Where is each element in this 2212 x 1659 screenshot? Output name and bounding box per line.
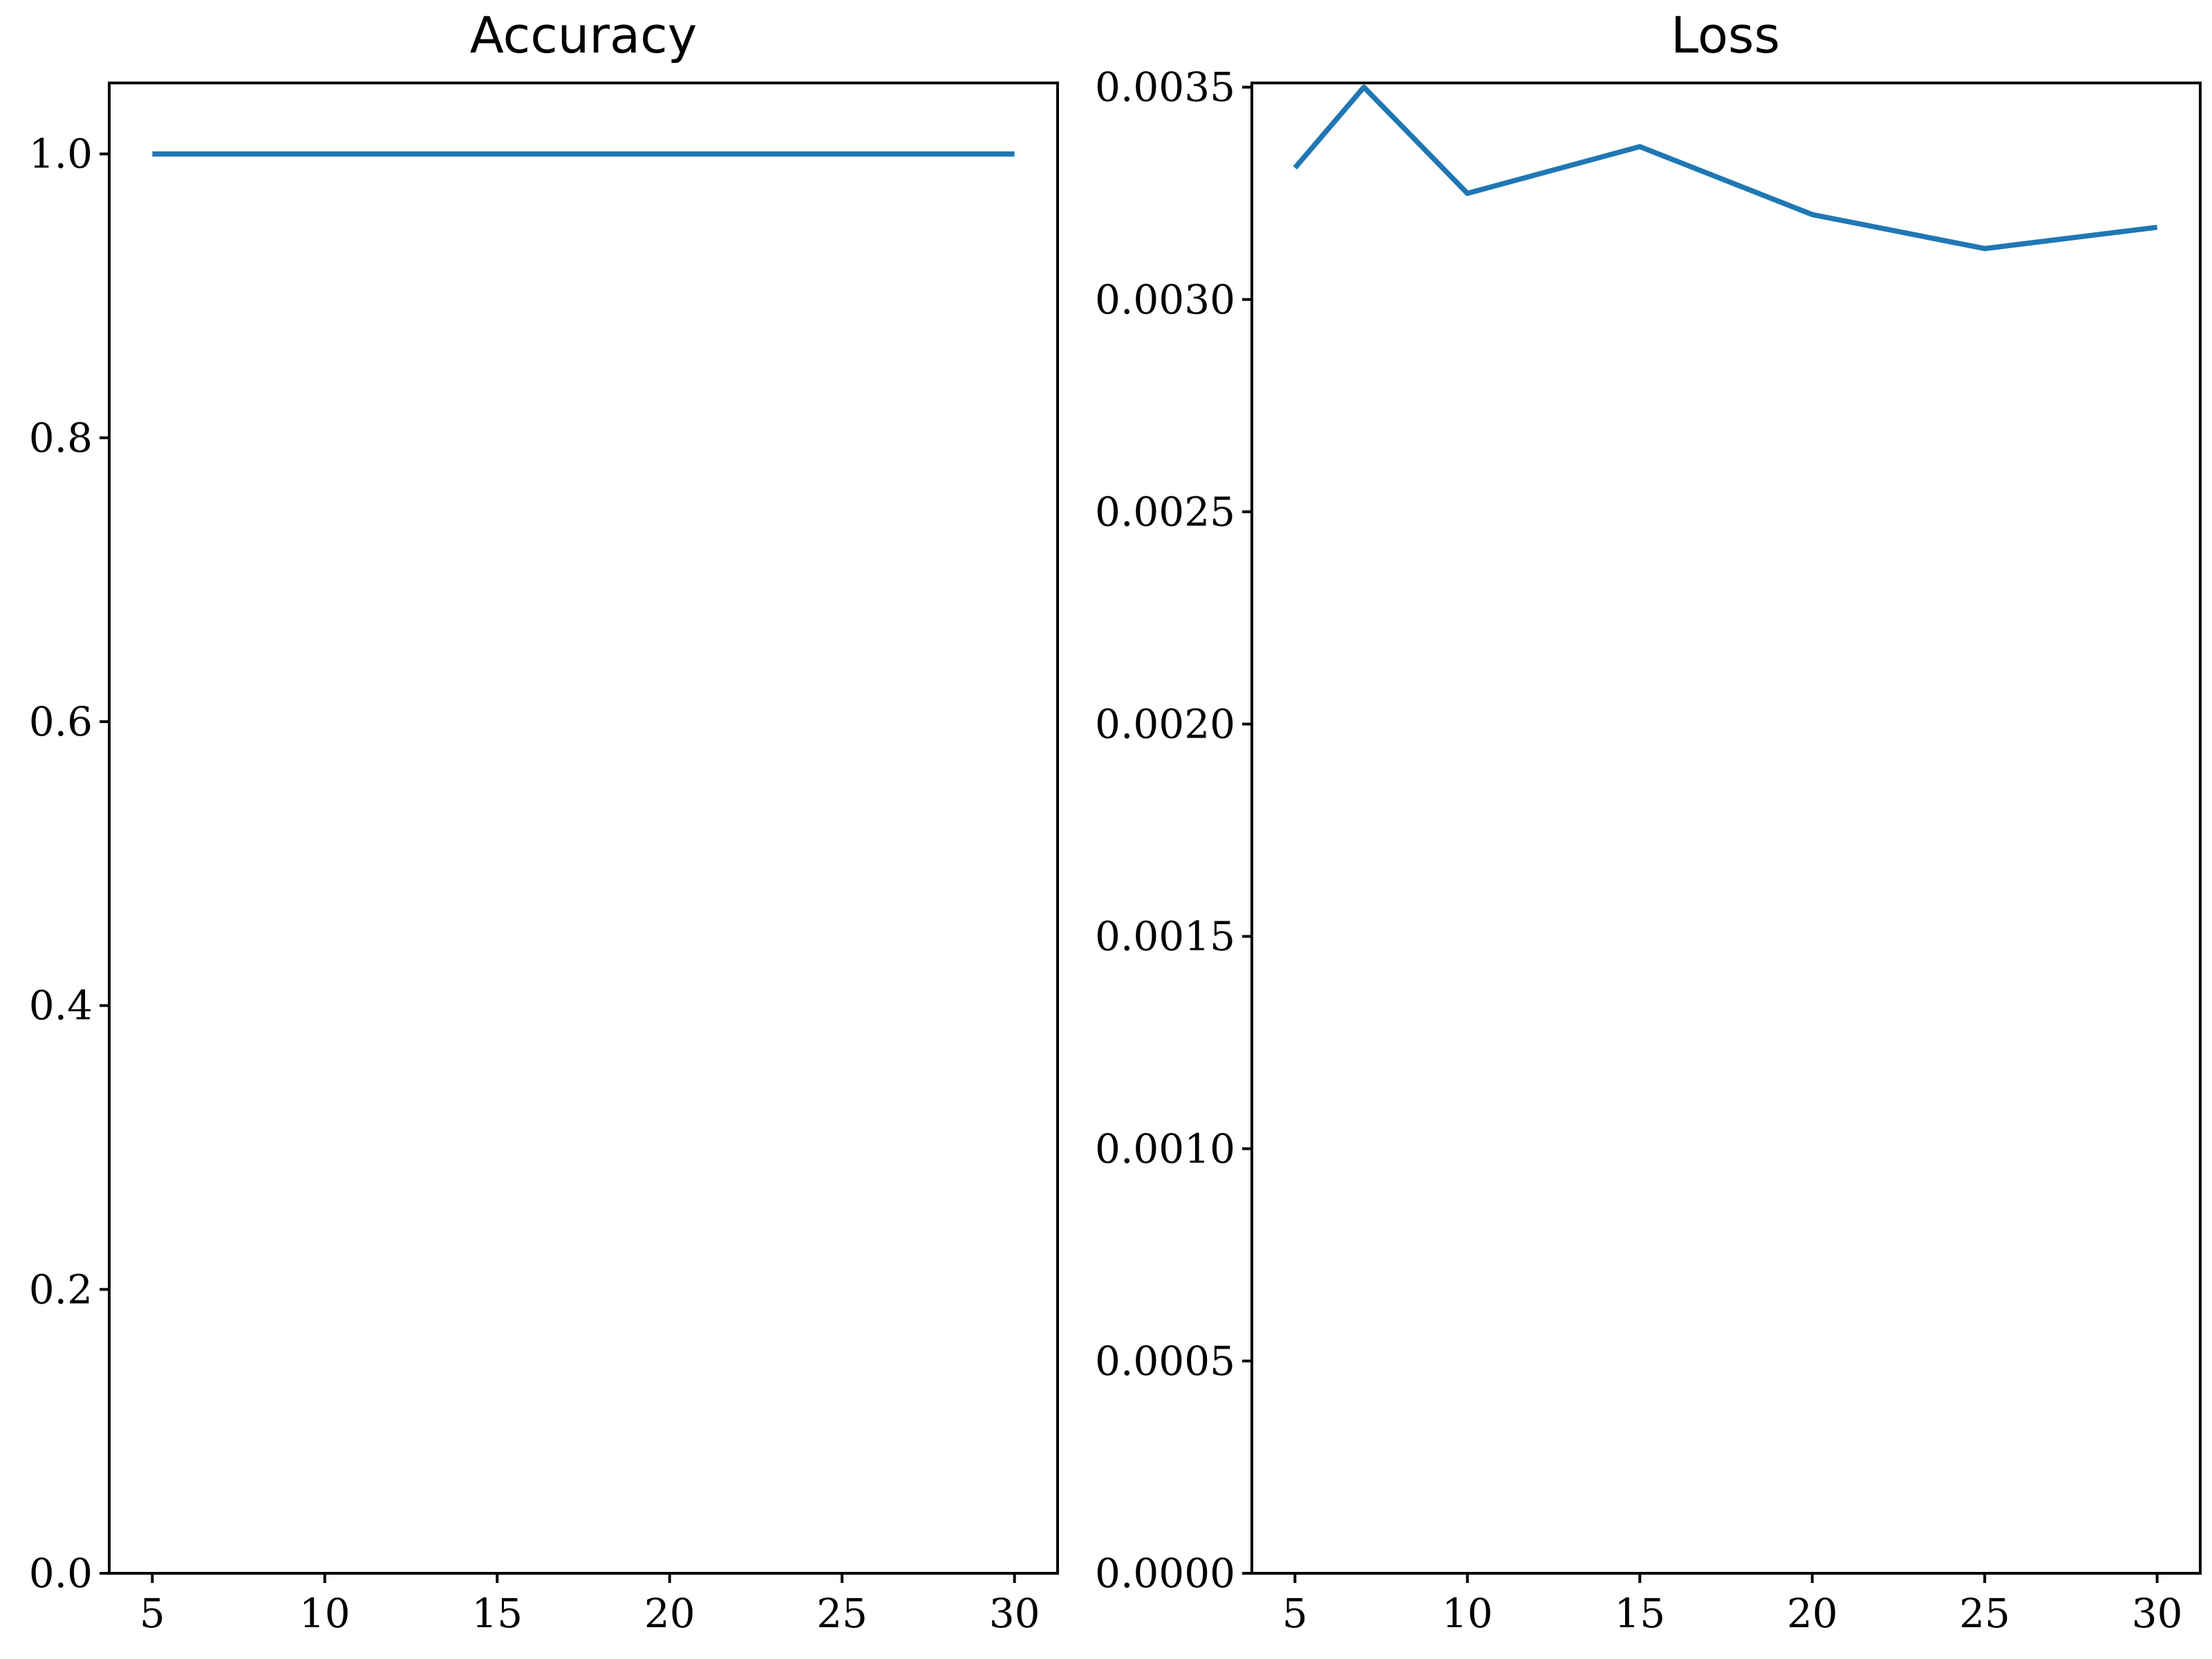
loss-x-tick-label: 25: [1959, 1590, 2010, 1637]
loss-x-tick-label: 15: [1614, 1590, 1665, 1637]
loss-y-tick-label: 0.0035: [1095, 64, 1235, 111]
accuracy-y-tick-label: 0.4: [29, 982, 93, 1029]
loss-y-tick-label: 0.0000: [1095, 1550, 1235, 1597]
accuracy-x-tick-label: 30: [989, 1590, 1040, 1637]
loss-chart-title: Loss: [1671, 6, 1780, 64]
loss-y-tick-label: 0.0020: [1095, 701, 1235, 748]
accuracy-y-tick-label: 1.0: [29, 131, 93, 178]
accuracy-y-tick-label: 0.8: [29, 414, 93, 461]
accuracy-x-tick-label: 20: [644, 1590, 695, 1637]
loss-y-tick-label: 0.0005: [1095, 1338, 1235, 1385]
accuracy-chart-title: Accuracy: [470, 6, 697, 64]
loss-series-line-0: [1293, 84, 2158, 252]
loss-x-tick-label: 5: [1282, 1590, 1308, 1637]
accuracy-x-tick-label: 5: [140, 1590, 165, 1637]
loss-y-tick-label: 0.0025: [1095, 488, 1235, 535]
accuracy-y-tick-label: 0.6: [29, 698, 93, 745]
loss-y-tick-label: 0.0010: [1095, 1125, 1235, 1172]
accuracy-x-tick-label: 10: [299, 1590, 350, 1637]
loss-y-tick-label: 0.0030: [1095, 276, 1235, 323]
accuracy-x-tick-label: 25: [816, 1590, 868, 1637]
loss-axes-frame: [1250, 82, 2202, 1575]
accuracy-axes-frame: [108, 82, 1059, 1575]
accuracy-x-tick-label: 15: [471, 1590, 523, 1637]
loss-plot-area: 5 10 15 20 25 30 0.0000 0.0005 0.0010 0.0015 0.002…: [1095, 64, 2202, 1637]
loss-chart: Loss 5 10 15 20 25 30 0.0000 0.0005 0.0010 0.0015…: [1095, 6, 2202, 1637]
accuracy-chart: Accuracy 5 10 15 20 25 30 0.0 0.2 0.4 0.6 0.8 1.0: [29, 6, 1059, 1637]
accuracy-plot-area: 5 10 15 20 25 30 0.0 0.2 0.4 0.6 0.8 1.0: [29, 82, 1059, 1637]
loss-x-tick-label: 20: [1787, 1590, 1838, 1637]
accuracy-y-tick-label: 0.2: [29, 1266, 93, 1313]
loss-y-tick-label: 0.0015: [1095, 913, 1235, 960]
accuracy-y-tick-label: 0.0: [29, 1550, 93, 1597]
loss-x-tick-label: 30: [2132, 1590, 2183, 1637]
loss-x-tick-label: 10: [1442, 1590, 1493, 1637]
